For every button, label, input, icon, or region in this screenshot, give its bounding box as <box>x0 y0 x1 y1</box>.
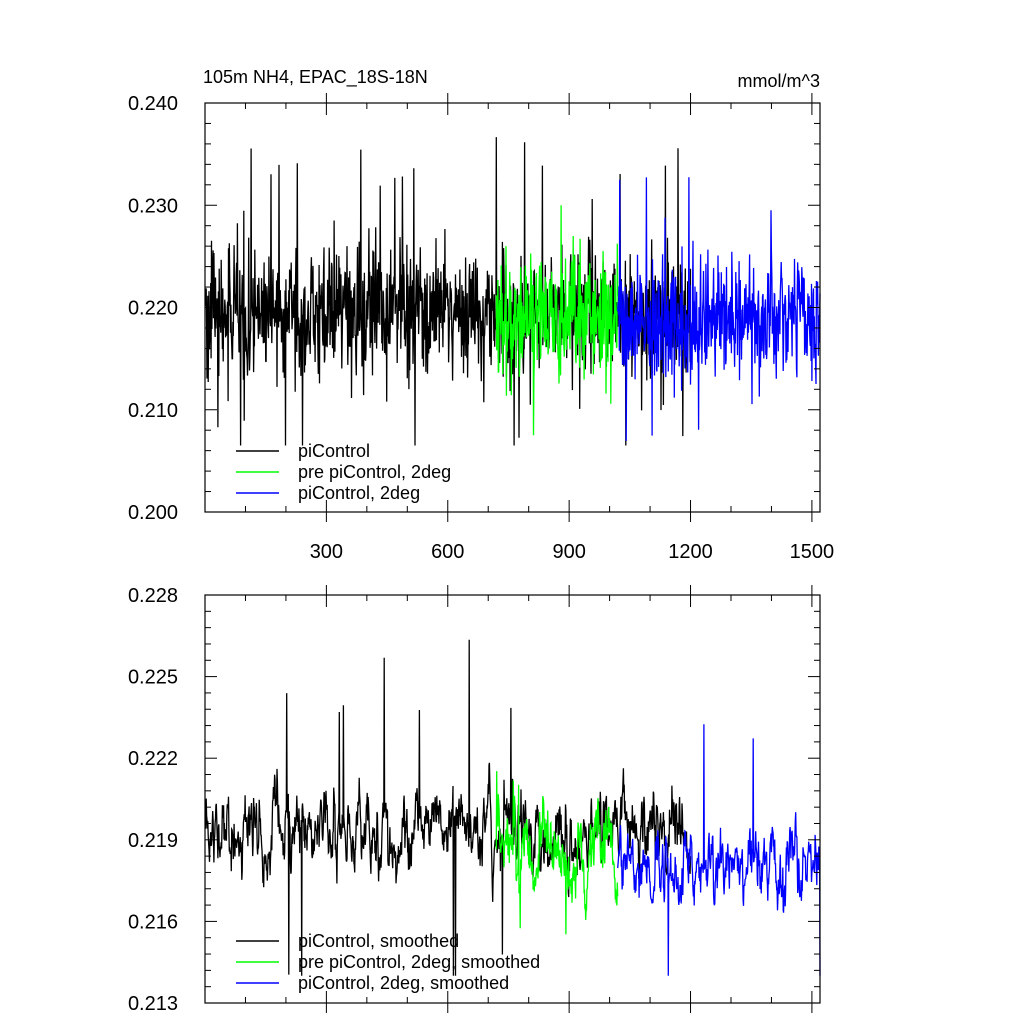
y-tick-label: 0.228 <box>128 585 178 607</box>
x-tick-label: 600 <box>431 541 464 563</box>
legend-label: piControl <box>298 441 370 461</box>
series-line-3 <box>617 177 821 441</box>
bottom-axes-layer: 0.213 0.216 0.219 0.222 0.225 0.228 <box>128 585 821 1015</box>
top-axes-layer: 0.200 0.210 0.220 0.230 0.240 300 600 900 1200 15… <box>128 93 834 563</box>
legend-label: piControl, smoothed <box>298 931 459 951</box>
bottom-series-layer <box>204 639 821 976</box>
bottom-panel: 0.213 0.216 0.219 0.222 0.225 0.228 piControl… <box>128 585 821 1015</box>
y-tick-label: 0.216 <box>128 911 178 933</box>
series-line-2 <box>495 771 619 935</box>
legend-label: pre piControl, 2deg <box>298 462 451 482</box>
y-tick-label: 0.210 <box>128 400 178 422</box>
x-tick-label: 900 <box>552 541 585 563</box>
y-tick-label: 0.219 <box>128 830 178 852</box>
y-tick-label: 0.220 <box>128 298 178 320</box>
legend-label: piControl, 2deg <box>298 483 420 503</box>
units-label: mmol/m^3 <box>738 71 820 91</box>
x-tick-label: 1200 <box>668 541 713 563</box>
series-line-1 <box>204 639 692 976</box>
y-tick-label: 0.225 <box>128 667 178 689</box>
y-tick-label: 0.240 <box>128 93 178 115</box>
plot-title: 105m NH4, EPAC_18S-18N <box>203 67 428 88</box>
y-tick-label: 0.200 <box>128 502 178 524</box>
series-line-2 <box>495 205 619 436</box>
x-tick-label: 1500 <box>790 541 835 563</box>
y-tick-label: 0.222 <box>128 748 178 770</box>
legend-label: pre piControl, 2deg, smoothed <box>298 952 540 972</box>
y-tick-label: 0.213 <box>128 993 178 1015</box>
top-panel: 0.200 0.210 0.220 0.230 0.240 300 600 900 1200 15… <box>128 93 834 563</box>
top-series-layer <box>204 137 821 446</box>
x-tick-label: 300 <box>310 541 343 563</box>
legend-label: piControl, 2deg, smoothed <box>298 973 509 993</box>
y-tick-label: 0.230 <box>128 195 178 217</box>
plot-frame <box>204 594 821 1004</box>
series-line-3 <box>617 724 821 976</box>
